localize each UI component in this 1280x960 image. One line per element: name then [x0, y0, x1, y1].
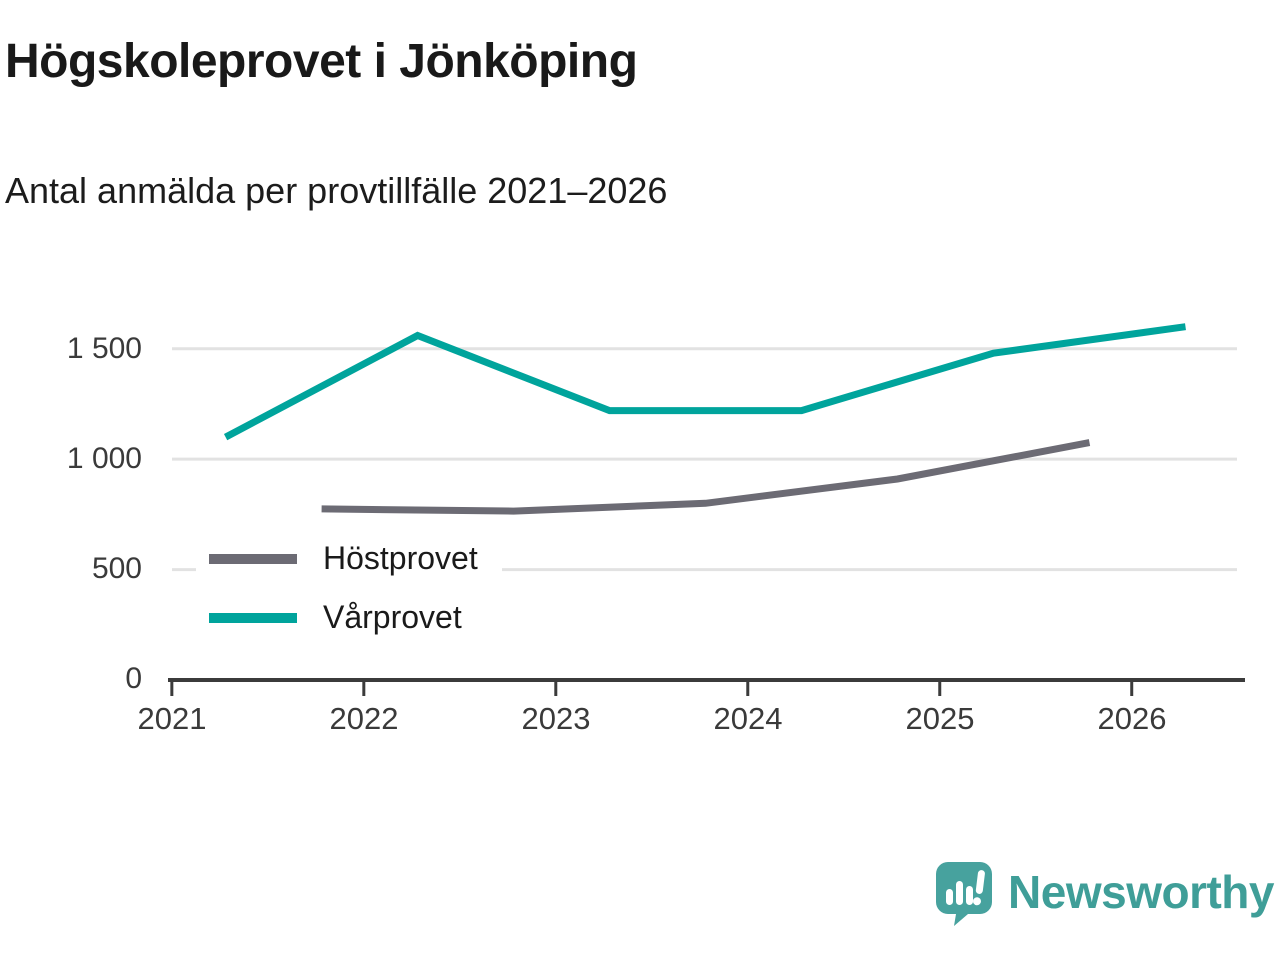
- y-axis-tick-label: 0: [125, 662, 142, 695]
- chart-title: Högskoleprovet i Jönköping: [5, 35, 638, 88]
- chart-subtitle: Antal anmälda per provtillfälle 2021–202…: [5, 170, 668, 211]
- line-chart-plot: [168, 323, 1245, 696]
- y-axis-tick-label: 1 000: [66, 442, 142, 475]
- x-axis-tick-label: 2023: [521, 701, 591, 736]
- newsworthy-logo: Newsworthy: [934, 860, 1274, 928]
- x-axis-tick-label: 2024: [713, 701, 783, 736]
- legend-label-varprovet: Vårprovet: [323, 599, 462, 635]
- newsworthy-logo-icon: [936, 862, 993, 926]
- series-line: [321, 439, 1091, 515]
- legend: Höstprovet Vårprovet: [196, 528, 502, 648]
- y-axis-tick-label: 500: [91, 552, 142, 585]
- legend-swatch-hostprovet: [209, 553, 297, 564]
- series-line: [223, 323, 1186, 441]
- logo-bar-2: [956, 881, 964, 905]
- legend-swatch-varprovet: [209, 612, 297, 623]
- legend-label-hostprovet: Höstprovet: [323, 540, 478, 576]
- newsworthy-logo-text: Newsworthy: [1008, 866, 1274, 918]
- legend-item-varprovet: Vårprovet: [209, 593, 478, 642]
- legend-item-hostprovet: Höstprovet: [209, 534, 478, 583]
- y-axis-tick-label: 1 500: [66, 332, 142, 365]
- logo-bar-3: [966, 886, 974, 905]
- x-axis-tick-label: 2022: [329, 701, 399, 736]
- x-axis-tick-label: 2026: [1097, 701, 1167, 736]
- logo-bar-1: [946, 889, 954, 905]
- x-axis-tick-label: 2025: [905, 701, 975, 736]
- logo-exclamation: [973, 870, 985, 906]
- x-axis-tick-label: 2021: [137, 701, 207, 736]
